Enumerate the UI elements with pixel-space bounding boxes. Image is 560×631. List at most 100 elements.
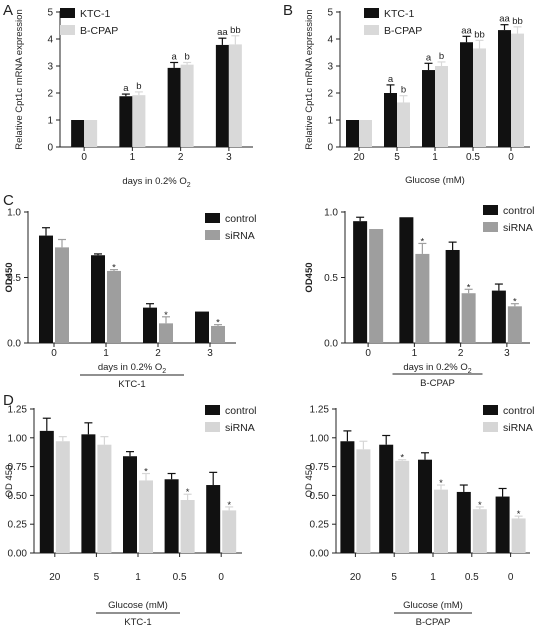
panel-letter: C (3, 192, 14, 209)
significance-label: bb (512, 16, 523, 27)
bar-series2 (473, 48, 486, 148)
bar-series1 (498, 30, 511, 148)
y-tick-label: 4 (47, 35, 53, 46)
group-label: B-CPAP (416, 617, 451, 628)
bar-series2 (222, 510, 237, 553)
x-tick-label: 5 (94, 572, 100, 583)
bar-series2 (107, 270, 121, 343)
significance-label: a (388, 74, 394, 85)
significance-label: b (439, 51, 444, 62)
x-tick-label: 0.5 (465, 572, 479, 583)
legend-swatch (60, 8, 75, 18)
bar-series1 (491, 290, 506, 343)
y-tick-label: 4 (327, 35, 333, 46)
legend-label: control (225, 213, 257, 225)
chart-panel-1: A 0 1 2 3 4 5 Relative Cpt1c mRNA expression 0 1 a… (3, 2, 253, 189)
x-axis-label-subscript: 2 (187, 182, 191, 189)
significance-label: * (478, 500, 482, 511)
x-tick-label: 1 (432, 152, 438, 163)
significance-label: * (216, 318, 220, 329)
bar-series2 (472, 509, 487, 553)
x-tick-label: 20 (353, 152, 365, 163)
y-axis-label: OD 450 (304, 465, 315, 498)
y-tick-label: 1.00 (310, 433, 330, 444)
y-axis-label: Relative Cpt1c mRNA expression (14, 9, 25, 149)
x-axis-label-main: Glucose (mM) (403, 600, 463, 611)
x-axis-label: days in 0.2% O2 (98, 362, 166, 375)
x-axis-label-main: days in 0.2% O (98, 362, 162, 373)
y-tick-label: 3 (327, 62, 333, 73)
y-tick-label: 0.50 (8, 491, 28, 502)
y-tick-label: 0 (47, 143, 53, 154)
legend-label: siRNA (503, 422, 533, 434)
bar-series1 (215, 44, 229, 147)
legend-swatch (483, 422, 498, 432)
x-tick-label: 1 (103, 348, 109, 359)
x-tick-label: 0 (51, 348, 57, 359)
panel-letter: B (283, 2, 293, 19)
x-axis-label-main: days in 0.2% O (403, 362, 467, 373)
bar-series2 (397, 102, 410, 147)
y-tick-label: 1.0 (7, 208, 21, 219)
x-tick-label: 2 (155, 348, 161, 359)
legend-label: siRNA (503, 222, 533, 234)
bar-series1 (39, 430, 54, 553)
x-axis-label: Glucose (mM) (403, 600, 463, 611)
y-tick-label: 5 (47, 8, 53, 19)
bar-series2 (511, 33, 524, 147)
legend-swatch (483, 405, 498, 415)
legend-swatch (205, 422, 220, 432)
x-tick-label: 1 (430, 572, 436, 583)
significance-label: a (426, 52, 432, 63)
bar-series2 (356, 449, 371, 553)
bar-series1 (91, 255, 105, 343)
y-tick-label: 0.5 (7, 273, 21, 284)
legend-label: control (503, 405, 535, 417)
significance-label: * (439, 478, 443, 489)
bar-series1 (418, 459, 432, 553)
significance-label: * (513, 297, 517, 308)
y-tick-label: 0.00 (310, 549, 330, 560)
x-tick-label: 20 (49, 572, 61, 583)
significance-label: b (401, 85, 406, 96)
significance-label: * (112, 263, 116, 274)
bar-series1 (384, 93, 397, 147)
bar-series1 (81, 434, 96, 553)
chart-panel-6: 0.00 0.25 0.50 0.75 1.00 1.25 OD 450 20 5 * 1 * 0.5 *… (304, 405, 535, 629)
x-axis-label-main: Glucose (mM) (405, 175, 465, 186)
bar-series2 (97, 444, 112, 553)
x-axis-label: days in 0.2% O2 (122, 176, 190, 189)
significance-label: * (186, 487, 190, 498)
x-tick-label: 20 (350, 572, 362, 583)
y-tick-label: 1.25 (310, 405, 330, 416)
x-tick-label: 0.5 (173, 572, 187, 583)
significance-label: a (171, 51, 177, 62)
significance-label: * (517, 509, 521, 520)
legend-swatch (483, 205, 498, 215)
bar-series2 (180, 500, 195, 553)
significance-label: b (184, 51, 189, 62)
legend-label: KTC-1 (80, 8, 110, 20)
bar-series2 (211, 325, 225, 343)
panel-letter: D (3, 392, 14, 409)
group-label: B-CPAP (420, 378, 455, 389)
x-tick-label: 0.5 (466, 152, 480, 163)
legend-swatch (364, 25, 379, 35)
bar-series2 (55, 441, 70, 553)
y-tick-label: 0.00 (8, 549, 28, 560)
legend-label: KTC-1 (384, 8, 414, 20)
x-tick-label: 3 (504, 348, 510, 359)
bar-series1 (119, 96, 133, 147)
y-tick-label: 0.0 (324, 339, 338, 350)
legend-swatch (205, 213, 220, 223)
y-tick-label: 0.75 (310, 462, 330, 473)
x-tick-label: 1 (130, 152, 136, 163)
bar-series1 (456, 491, 471, 553)
significance-label: aa (499, 14, 510, 25)
y-tick-label: 0.25 (310, 520, 330, 531)
y-tick-label: 0.50 (310, 491, 330, 502)
y-tick-label: 0.75 (8, 462, 28, 473)
panel-letter: A (3, 2, 13, 19)
legend-label: B-CPAP (384, 25, 422, 37)
